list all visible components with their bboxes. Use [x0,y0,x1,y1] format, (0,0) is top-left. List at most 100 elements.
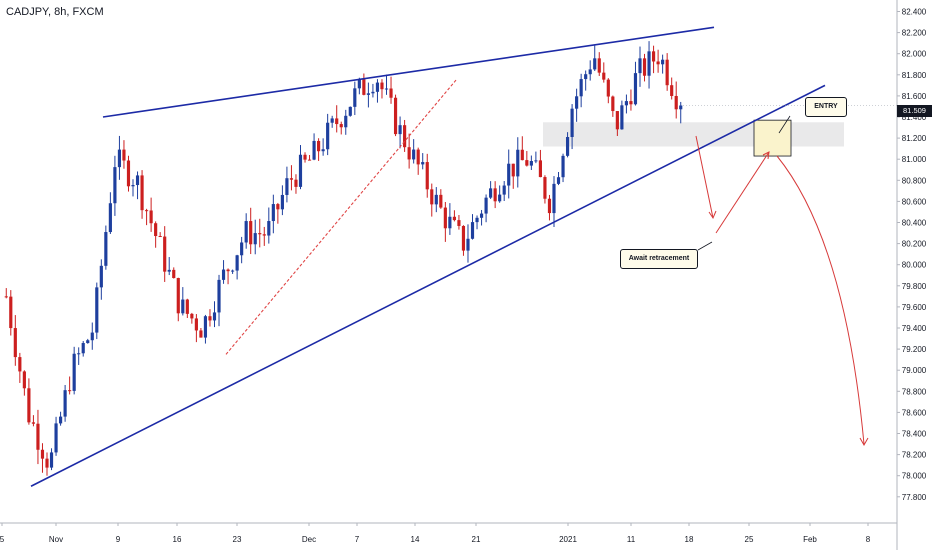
candle-up [181,299,185,314]
candle-up [475,217,479,223]
candle-down [208,316,212,321]
candle-up [470,222,475,239]
candle-down [611,96,615,112]
candle-up [366,93,370,95]
candle-up [624,101,629,106]
candle-down [190,313,194,319]
lower-trendline [30,84,826,487]
candle-up [104,232,108,266]
candle-down [194,318,198,331]
entry-box [753,119,792,157]
candle-up [298,154,303,187]
candle-down [362,79,366,95]
candle-up [267,221,271,236]
candle-down [226,269,230,272]
candle-down [452,216,456,221]
candle-up [638,58,642,74]
last-price-tag: 81.509 [897,105,932,117]
y-tick-label: 79.800 [902,282,927,291]
candle-down [615,111,619,130]
candle-up [575,96,579,109]
y-tick-label: 78.000 [902,472,927,481]
candle-up [167,269,171,272]
candle-up [253,233,257,245]
candle-up [221,269,226,280]
candle-up [95,287,99,333]
candle-up [384,88,389,90]
x-tick-label: 11 [627,535,636,544]
candle-up [633,73,638,105]
upper-channel-line [102,26,715,118]
x-tick-label: 21 [472,535,481,544]
x-tick-label: Feb [803,535,817,544]
entry-callout-leader [778,115,791,134]
y-tick-label: 80.800 [902,176,927,185]
candle-up [244,221,248,243]
y-tick-label: 81.600 [902,92,927,101]
x-tick-label: 16 [173,535,182,544]
y-tick-label: 80.600 [902,197,927,206]
candle-up [235,255,239,271]
x-tick-label: 7 [355,535,360,544]
x-tick-label: Dec [302,535,316,544]
x-tick-label: 8 [866,535,871,544]
candle-down [389,88,393,98]
candle-down [416,149,420,165]
candle-down [158,236,162,238]
x-tick-label: 14 [411,535,420,544]
candle-down [443,207,447,229]
candle-up [502,185,506,195]
candle-up [58,416,63,424]
candle-up [344,115,348,128]
candle-up [312,140,316,160]
candle-up [240,242,244,256]
candle-down [439,194,443,208]
candle-up [77,353,81,355]
candle-up [552,183,556,214]
candle-down [538,160,542,178]
candle-down [4,296,8,298]
x-tick-label: 23 [233,535,242,544]
candle-down [9,296,13,329]
candle-up [231,270,235,272]
candle-up [108,203,112,233]
candle-down [22,371,26,389]
candle-up [353,88,357,107]
candle-down [199,330,203,338]
candle-down [289,178,294,180]
candle-down [36,423,40,450]
candle-up [620,105,624,130]
entry-callout: ENTRY [805,97,847,117]
x-tick-label: Nov [49,535,63,544]
candle-down [145,210,149,212]
candle-down [629,101,633,105]
candle-down [461,225,466,251]
candle-up [484,197,488,214]
candle-down [18,357,22,372]
candle-up [285,178,289,195]
candle-up [507,163,511,186]
candle-down [407,147,411,160]
candle-down [543,177,547,199]
arrowhead [708,210,717,220]
candle-down [45,458,49,468]
candle-down [403,125,407,148]
y-tick-label: 80.000 [902,261,927,270]
candle-up [99,265,103,288]
y-tick-label: 82.200 [902,29,927,38]
candle-up [679,105,683,110]
candle-down [656,61,660,65]
arrow-drop-curve [776,155,865,445]
x-tick-label: 18 [685,535,694,544]
candle-down [294,179,298,187]
candle-up [357,79,361,89]
x-tick-label: 25 [745,535,754,544]
candle-down [457,220,461,226]
candle-down [68,390,72,392]
arrowhead [859,437,869,447]
candle-down [642,58,647,76]
candle-down [40,449,45,459]
candle-up [593,58,597,70]
candle-up [570,108,574,138]
